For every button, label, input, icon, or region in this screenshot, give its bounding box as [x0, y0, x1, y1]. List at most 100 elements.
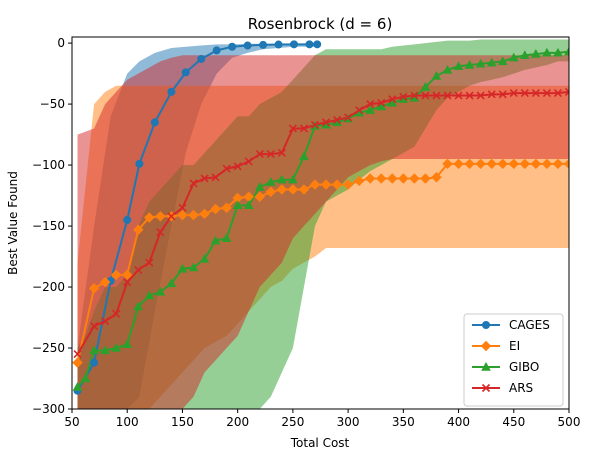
- series-markers: [72, 40, 569, 395]
- x-tick-label: 150: [171, 415, 194, 429]
- point-gibo: [122, 339, 133, 349]
- y-tick-label: −250: [32, 341, 65, 355]
- x-tick-label: 500: [558, 415, 581, 429]
- point-ars: [454, 91, 463, 100]
- legend-label-ei: EI: [509, 339, 520, 353]
- point-cages: [243, 41, 252, 50]
- point-gibo: [442, 64, 453, 74]
- point-ars: [366, 100, 375, 109]
- point-ars: [542, 89, 551, 98]
- point-ars: [255, 150, 264, 159]
- point-ars: [399, 92, 408, 101]
- point-gibo: [531, 49, 541, 58]
- plot-frame: [71, 36, 570, 410]
- point-ei: [398, 173, 409, 184]
- point-ars: [388, 95, 397, 104]
- point-gibo: [276, 174, 287, 184]
- point-ars: [277, 148, 286, 157]
- point-gibo: [475, 58, 486, 68]
- legend-label-gibo: GIBO: [509, 360, 539, 374]
- chart-title: Rosenbrock (d = 6): [248, 15, 393, 33]
- point-ei: [210, 203, 221, 215]
- point-cages: [123, 215, 132, 224]
- point-gibo: [265, 177, 276, 186]
- point-ei: [387, 173, 398, 184]
- point-ars: [123, 278, 132, 287]
- point-ars: [112, 309, 121, 318]
- point-ei: [420, 173, 431, 184]
- point-ei: [177, 209, 188, 221]
- point-gibo: [420, 81, 431, 91]
- point-gibo: [188, 262, 199, 272]
- point-ars: [498, 90, 507, 99]
- point-ars: [355, 106, 364, 115]
- point-gibo: [519, 50, 530, 59]
- point-gibo: [453, 61, 464, 70]
- point-ei: [442, 158, 453, 170]
- point-gibo: [199, 253, 210, 263]
- point-gibo: [288, 174, 298, 184]
- point-ars: [509, 89, 518, 98]
- point-gibo: [100, 345, 110, 355]
- point-gibo: [486, 57, 497, 67]
- point-gibo: [111, 342, 122, 352]
- point-ars: [288, 124, 297, 133]
- legend-marker-gibo: [481, 361, 491, 371]
- point-ei: [541, 158, 553, 170]
- point-ei: [453, 158, 464, 170]
- point-gibo: [387, 97, 398, 107]
- legend-box: [463, 313, 564, 407]
- point-ei: [199, 208, 210, 220]
- point-ei: [309, 179, 321, 190]
- point-ei: [464, 158, 475, 170]
- point-ars: [266, 150, 275, 159]
- point-ars: [531, 89, 540, 98]
- x-tick-label: 50: [64, 415, 79, 429]
- point-cages: [274, 40, 283, 49]
- point-ei: [431, 172, 442, 183]
- point-ei: [155, 211, 166, 222]
- point-ars: [189, 179, 198, 188]
- point-ei: [298, 184, 310, 195]
- point-ars: [476, 91, 485, 100]
- point-ei: [88, 283, 100, 294]
- point-cages: [181, 68, 190, 77]
- point-ars: [564, 87, 569, 96]
- point-ars: [244, 157, 253, 166]
- point-ei: [110, 269, 122, 281]
- point-ars: [377, 98, 386, 107]
- point-gibo: [564, 46, 569, 56]
- band-ars: [77, 55, 569, 409]
- point-ars: [321, 118, 331, 127]
- x-tick-label: 250: [281, 415, 304, 429]
- point-ars: [333, 115, 342, 125]
- point-gibo: [89, 345, 99, 355]
- point-ei: [364, 173, 376, 184]
- point-gibo: [144, 290, 155, 300]
- point-cages: [90, 358, 99, 367]
- legend: CAGES EI GIBO ARS: [463, 313, 564, 407]
- point-cages: [167, 87, 176, 96]
- legend-marker-ars: [481, 383, 491, 393]
- y-tick-label: −200: [32, 280, 65, 294]
- legend-label-ars: ARS: [509, 381, 533, 395]
- point-gibo: [464, 60, 475, 69]
- point-ei: [265, 186, 277, 198]
- point-ei: [376, 173, 387, 184]
- point-ars: [233, 162, 242, 171]
- point-gibo: [497, 56, 508, 66]
- point-ars: [167, 212, 176, 221]
- point-ei: [497, 158, 508, 170]
- x-tick-label: 200: [226, 415, 249, 429]
- y-tick-label: 0: [57, 36, 65, 50]
- y-tick-label: −50: [40, 97, 65, 111]
- y-tick-label: −150: [32, 219, 65, 233]
- point-cages: [197, 54, 206, 63]
- point-cages: [135, 159, 144, 168]
- point-ars: [156, 228, 165, 237]
- y-axis-ticks: 0 −50 −100 −150 −200 −250 −300: [32, 36, 72, 416]
- point-ei: [563, 158, 569, 170]
- point-cages: [212, 46, 221, 55]
- point-gibo: [232, 200, 243, 210]
- point-ars: [553, 89, 563, 98]
